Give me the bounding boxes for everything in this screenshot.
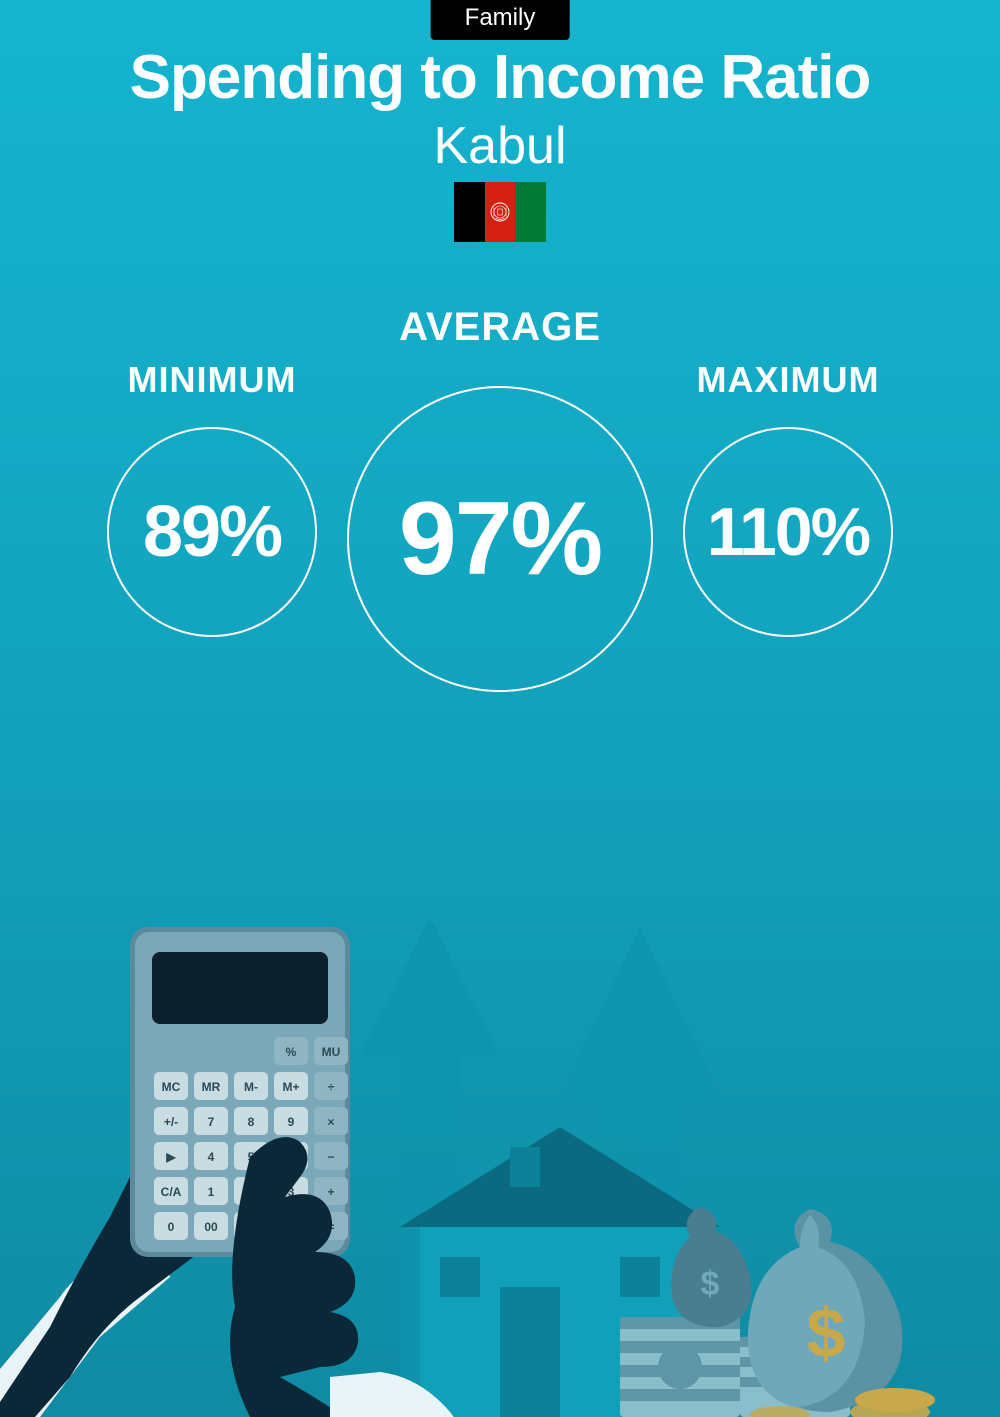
svg-text:$: $ [701,1265,720,1303]
stat-value-average: 97% [399,480,601,599]
infographic-page: Family Spending to Income Ratio Kabul MI… [0,0,1000,1417]
stat-circle-maximum: 110% [683,427,893,637]
flag-stripe-2 [485,182,516,242]
svg-text:M+: M+ [282,1080,299,1094]
stat-label-maximum: MAXIMUM [697,359,880,401]
stat-label-average: AVERAGE [399,305,601,350]
stat-value-minimum: 89% [143,491,281,573]
country-flag [454,182,546,242]
main-title: Spending to Income Ratio [0,42,1000,113]
svg-text:00: 00 [204,1220,218,1234]
svg-text:1: 1 [208,1185,215,1199]
stat-maximum: MAXIMUM 110% [683,359,893,637]
svg-text:C/A: C/A [161,1185,182,1199]
stat-minimum: MINIMUM 89% [107,359,317,637]
svg-text:MU: MU [322,1045,341,1059]
svg-text:+: + [327,1185,334,1199]
svg-text:+/-: +/- [164,1115,178,1129]
svg-text:$: $ [807,1294,846,1372]
svg-text:MR: MR [202,1080,221,1094]
svg-text:8: 8 [248,1115,255,1129]
category-label: Family [465,4,536,31]
stat-circle-average: 97% [347,386,653,692]
svg-text:9: 9 [288,1115,295,1129]
flag-emblem-icon [485,197,515,227]
stat-average: AVERAGE 97% [347,305,653,692]
flag-stripe-3 [515,182,546,242]
stat-label-minimum: MINIMUM [128,359,297,401]
svg-text:0: 0 [168,1220,175,1234]
illustration: $ $ %MUMCMRM-M+÷+/-789×▶456−C/A123+000.= [0,857,1000,1417]
svg-text:MC: MC [162,1080,181,1094]
svg-text:7: 7 [208,1115,215,1129]
svg-text:−: − [327,1150,334,1164]
flag-stripe-1 [454,182,485,242]
location-name: Kabul [0,116,1000,176]
stat-value-maximum: 110% [707,493,869,571]
svg-text:%: % [286,1045,297,1059]
svg-text:▶: ▶ [165,1150,176,1164]
svg-text:M-: M- [244,1080,258,1094]
stat-circle-minimum: 89% [107,427,317,637]
svg-text:÷: ÷ [328,1080,335,1094]
svg-text:×: × [327,1115,334,1129]
category-badge: Family [431,0,570,40]
svg-text:4: 4 [208,1150,215,1164]
stats-row: MINIMUM 89% AVERAGE 97% MAXIMUM 110% [0,305,1000,692]
